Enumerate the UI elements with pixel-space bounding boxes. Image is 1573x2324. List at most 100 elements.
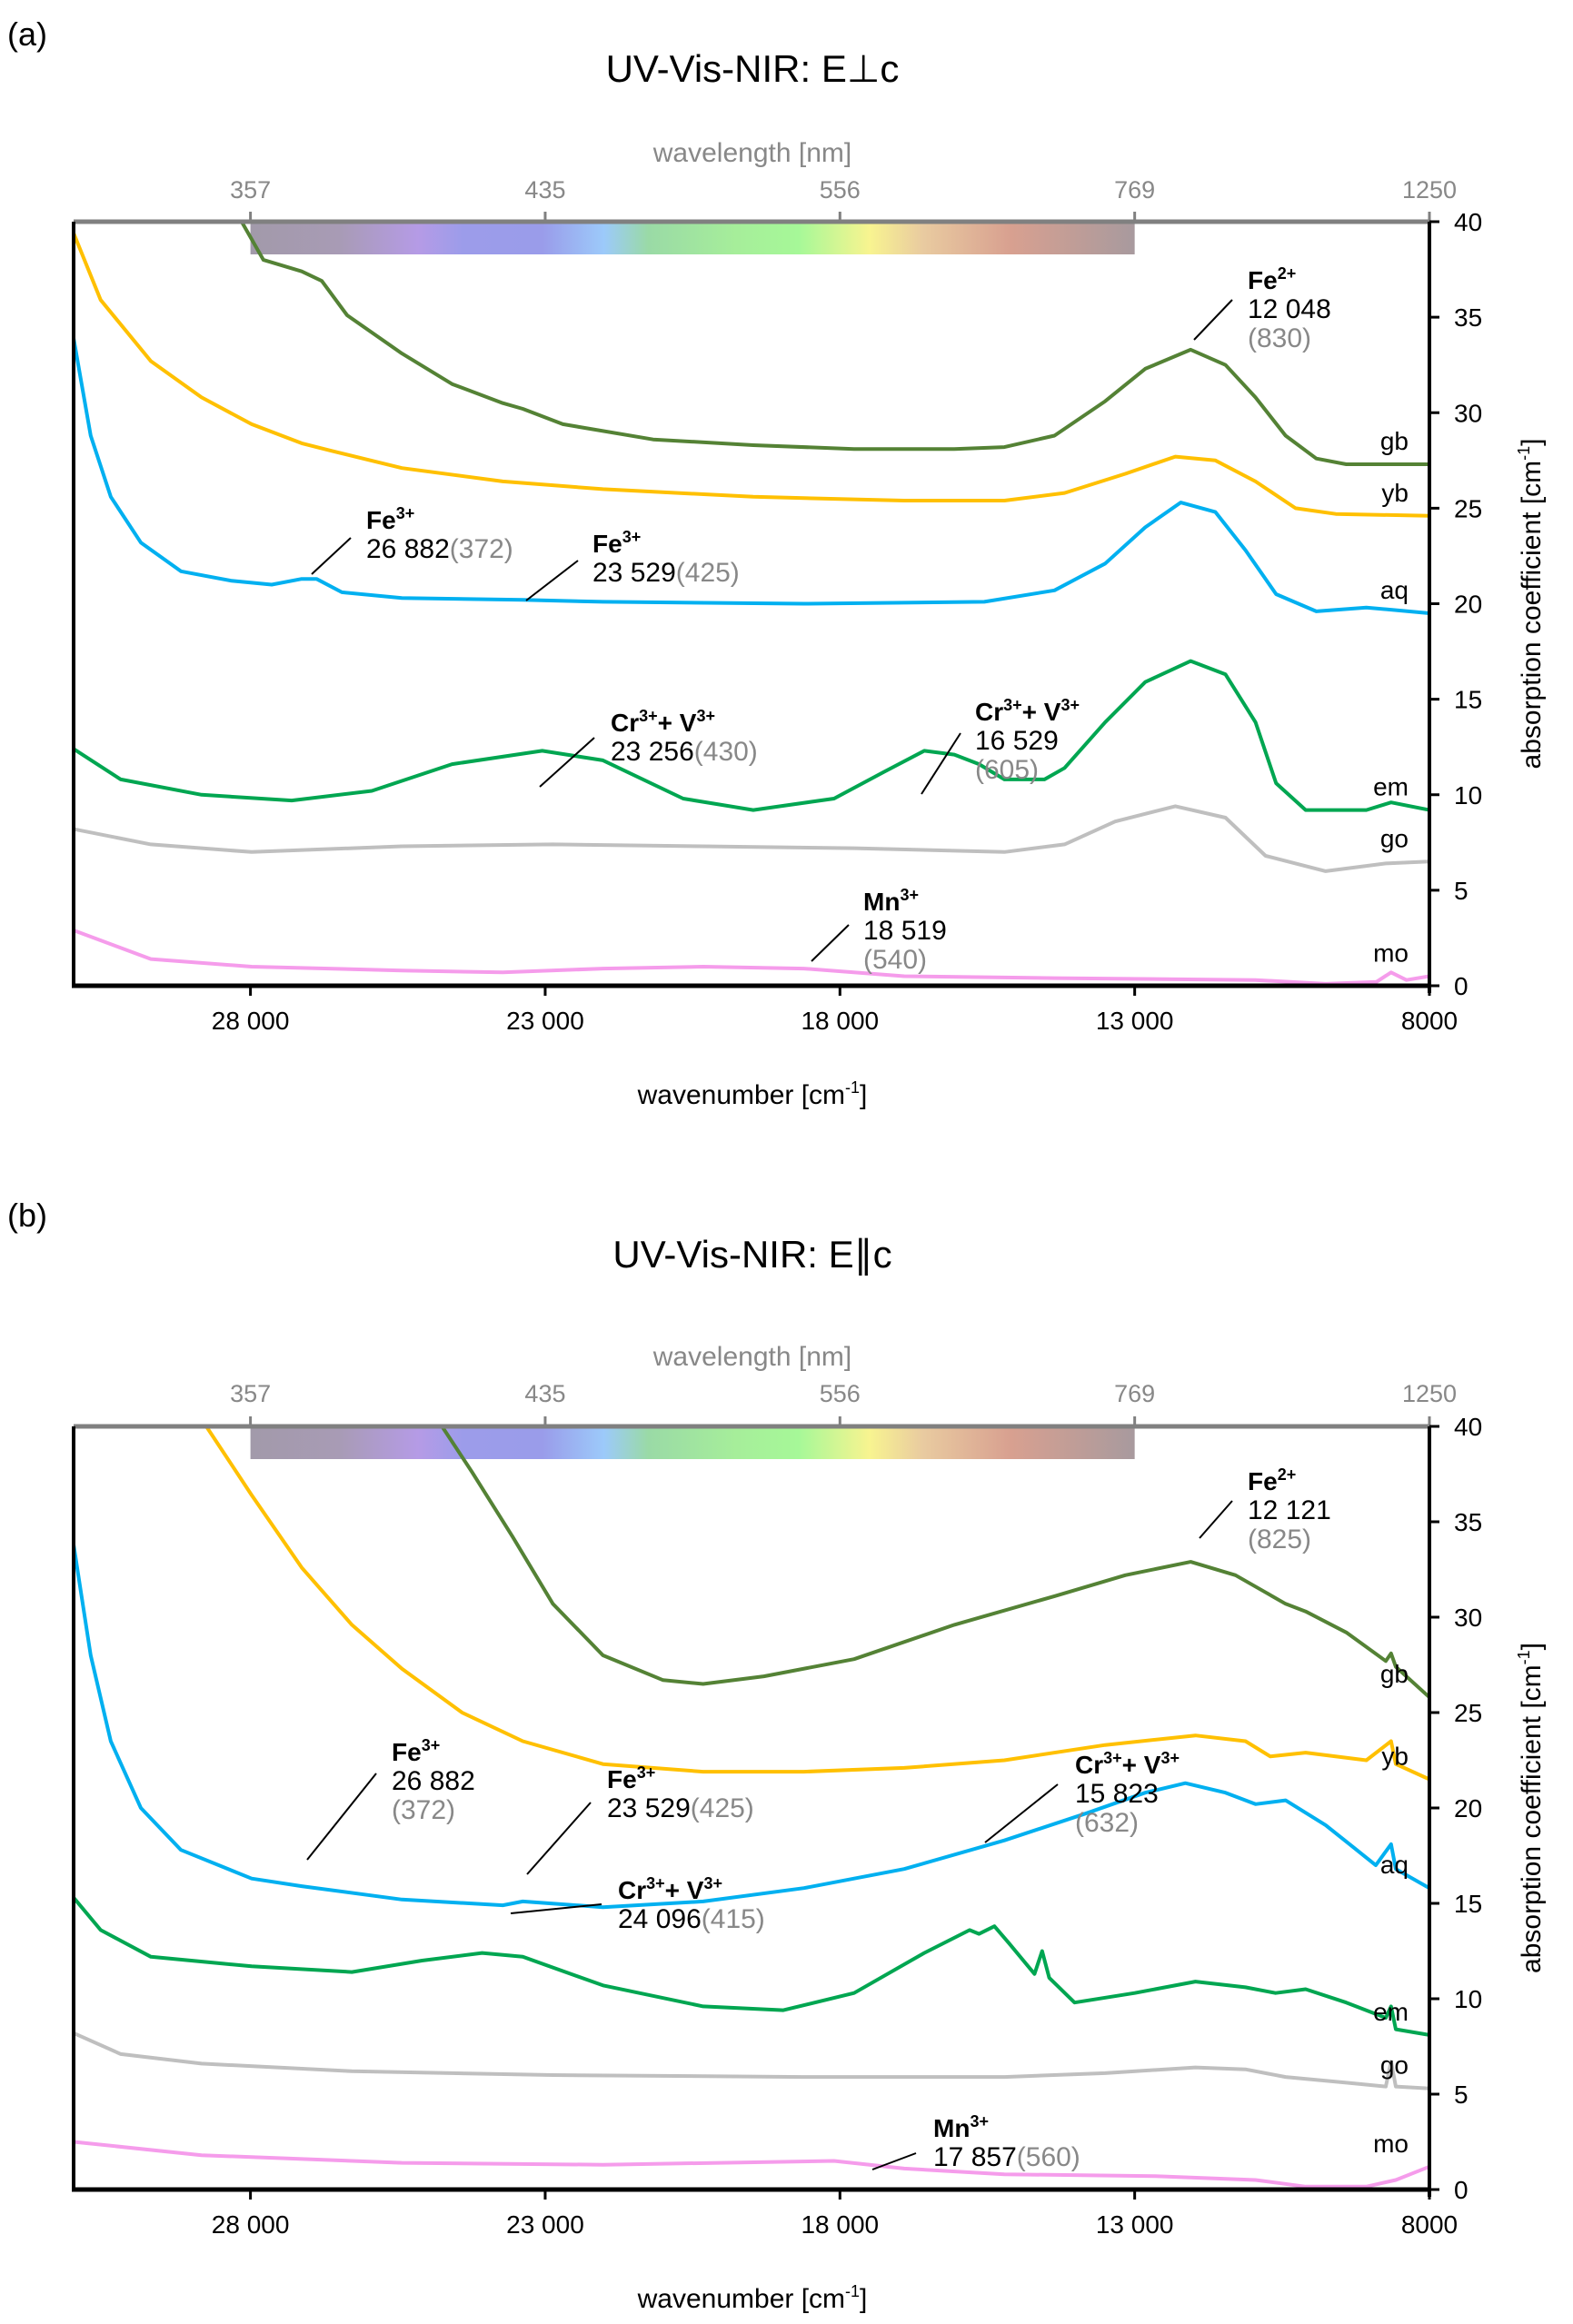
annotation-ion: Mn3+ [933, 2112, 989, 2142]
x-tick-label: 8000 [1401, 1007, 1458, 1035]
annotation-leader-line [921, 732, 961, 795]
series-line-mo [73, 929, 1430, 986]
visible-spectrum-bar [250, 1426, 1135, 1459]
annotation-ion: Fe3+ [592, 528, 641, 558]
annotation-leader-line [871, 2152, 917, 2170]
peak-annotation: Mn3+18 519(540) [811, 886, 947, 975]
series-group [72, 221, 1430, 986]
y-tick-label: 20 [1454, 591, 1482, 619]
annotation-leader-line [1199, 1500, 1233, 1539]
panel-b: (b) UV-Vis-NIR: E∥c gb yb aq em go mo 357 435 556 7… [7, 1197, 1547, 2314]
annotation-leader-line [525, 560, 579, 601]
annotation-wavenumber: 12 121 [1248, 1495, 1331, 1525]
series-label-em: em [1373, 773, 1409, 801]
annotation-ion: Cr3++ V3+ [618, 1874, 722, 1904]
annotation-ion: Fe2+ [1248, 1465, 1296, 1495]
top-tick-label: 1250 [1402, 176, 1457, 204]
annotation-leader-line [510, 1903, 602, 1914]
peak-annotation: Cr3++ V3+16 529(605) [921, 696, 1080, 795]
series-label-yb: yb [1381, 1743, 1409, 1771]
peak-annotation: Fe2+12 048(830) [1193, 264, 1331, 353]
annotation-wavenumber: 26 882 [392, 1766, 475, 1796]
annotation-wavenumber: 23 529(425) [607, 1793, 754, 1823]
top-tick-label: 556 [820, 176, 861, 204]
series-label-em: em [1373, 1998, 1409, 2026]
series-line-go [73, 2031, 1430, 2091]
series-label-yb: yb [1381, 479, 1409, 507]
annotation-wavenumber: 24 096(415) [618, 1904, 765, 1934]
y-tick-label: 30 [1454, 1604, 1482, 1632]
peak-annotation: Fe2+12 121(825) [1199, 1465, 1331, 1554]
peak-annotation: Fe3+26 882(372) [306, 1736, 475, 1861]
visible-spectrum-bar [250, 222, 1135, 254]
panel-label: (b) [7, 1197, 47, 1234]
annotation-leader-line [311, 537, 352, 575]
y-tick-label: 40 [1454, 1413, 1482, 1441]
annotation-wavenumber: 16 529 [975, 726, 1059, 756]
peak-annotation: Cr3++ V3+23 256(430) [539, 707, 758, 788]
top-tick-label: 357 [230, 1380, 271, 1407]
y-tick-label: 5 [1454, 2081, 1468, 2109]
annotation-wavenumber: 12 048 [1248, 294, 1331, 324]
series-line-mo [73, 2140, 1430, 2189]
series-label-mo: mo [1373, 939, 1409, 967]
x-tick-label: 18 000 [801, 1007, 879, 1035]
annotation-ion: Fe3+ [366, 504, 414, 534]
series-line-em [72, 659, 1430, 812]
x-tick-label: 28 000 [212, 1007, 290, 1035]
annotation-leader-line [984, 1783, 1059, 1843]
annotation-wavenumber: 23 529(425) [592, 558, 740, 588]
series-line-gb [440, 1425, 1431, 1699]
series-line-aq [72, 1544, 1430, 1910]
series-label-aq: aq [1380, 1851, 1409, 1879]
x-tick-label: 23 000 [506, 2210, 584, 2239]
top-tick-label: 769 [1114, 176, 1155, 204]
series-label-mo: mo [1373, 2130, 1409, 2158]
y-tick-label: 35 [1454, 303, 1482, 332]
peak-annotation: Cr3++ V3+24 096(415) [510, 1874, 765, 1934]
x-axis-title: wavenumber [cm-1] [637, 1078, 868, 1110]
series-line-gb [240, 221, 1429, 466]
x-axis-title: wavenumber [cm-1] [637, 2282, 868, 2314]
annotation-leader-line [539, 737, 595, 788]
annotation-ion: Cr3++ V3+ [975, 696, 1080, 726]
y-tick-label: 15 [1454, 1890, 1482, 1918]
annotation-wavelength: (825) [1248, 1525, 1311, 1554]
annotation-ion: Cr3++ V3+ [611, 707, 715, 737]
annotation-wavelength: (605) [975, 755, 1039, 785]
annotation-leader-line [526, 1802, 592, 1875]
chart-title: UV-Vis-NIR: E∥c [612, 1233, 891, 1276]
y-axis-title: absorption coefficient [cm-1] [1515, 439, 1547, 770]
series-line-em [72, 1896, 1430, 2037]
annotation-wavenumber: 18 519 [863, 916, 947, 946]
annotation-wavenumber: 17 857(560) [933, 2142, 1080, 2172]
y-tick-label: 15 [1454, 686, 1482, 714]
top-tick-label: 357 [230, 176, 271, 204]
series-line-yb [204, 1425, 1430, 1782]
annotation-wavelength: (540) [863, 945, 927, 975]
series-label-aq: aq [1380, 576, 1409, 604]
y-tick-label: 10 [1454, 781, 1482, 809]
y-tick-label: 40 [1454, 208, 1482, 236]
annotation-wavenumber: 15 823 [1075, 1779, 1159, 1809]
peak-annotation: Cr3++ V3+15 823(632) [984, 1749, 1180, 1843]
y-tick-label: 30 [1454, 399, 1482, 427]
annotation-wavelength: (632) [1075, 1808, 1139, 1838]
annotation-ion: Cr3++ V3+ [1075, 1749, 1180, 1779]
annotation-leader-line [306, 1773, 377, 1861]
chart-title: UV-Vis-NIR: E⊥c [606, 47, 900, 90]
series-line-go [73, 804, 1430, 873]
annotation-wavelength: (830) [1248, 323, 1311, 353]
top-axis-title: wavelength [nm] [652, 1342, 851, 1372]
y-tick-label: 25 [1454, 1699, 1482, 1727]
top-tick-label: 1250 [1402, 1380, 1457, 1407]
series-label-gb: gb [1380, 1660, 1409, 1688]
annotation-wavenumber: 23 256(430) [611, 737, 758, 767]
annotation-ion: Fe3+ [392, 1736, 440, 1766]
annotation-ion: Fe3+ [607, 1763, 655, 1793]
series-group [72, 1425, 1431, 2189]
top-axis-title: wavelength [nm] [652, 138, 851, 168]
series-line-aq [72, 337, 1430, 615]
series-label-go: go [1380, 2051, 1409, 2080]
top-tick-label: 769 [1114, 1380, 1155, 1407]
